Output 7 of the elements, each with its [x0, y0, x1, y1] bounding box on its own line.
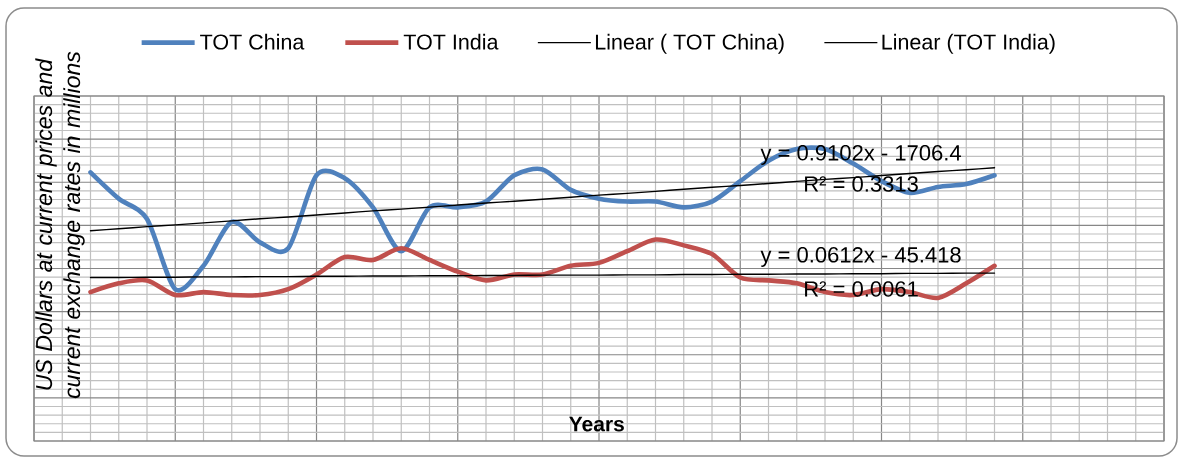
- y-axis-title: US Dollars at current prices and current exchange rates in millions: [35, 51, 85, 399]
- legend-label: Linear (TOT India): [882, 33, 1055, 54]
- x-axis-title: Years: [569, 416, 624, 432]
- legend-label: TOT China: [200, 33, 305, 50]
- annotation: y = 0.0612x - 45.418: [760, 247, 961, 267]
- legend-label: TOT India: [403, 33, 499, 50]
- legend-label: Linear ( TOT China): [595, 33, 784, 54]
